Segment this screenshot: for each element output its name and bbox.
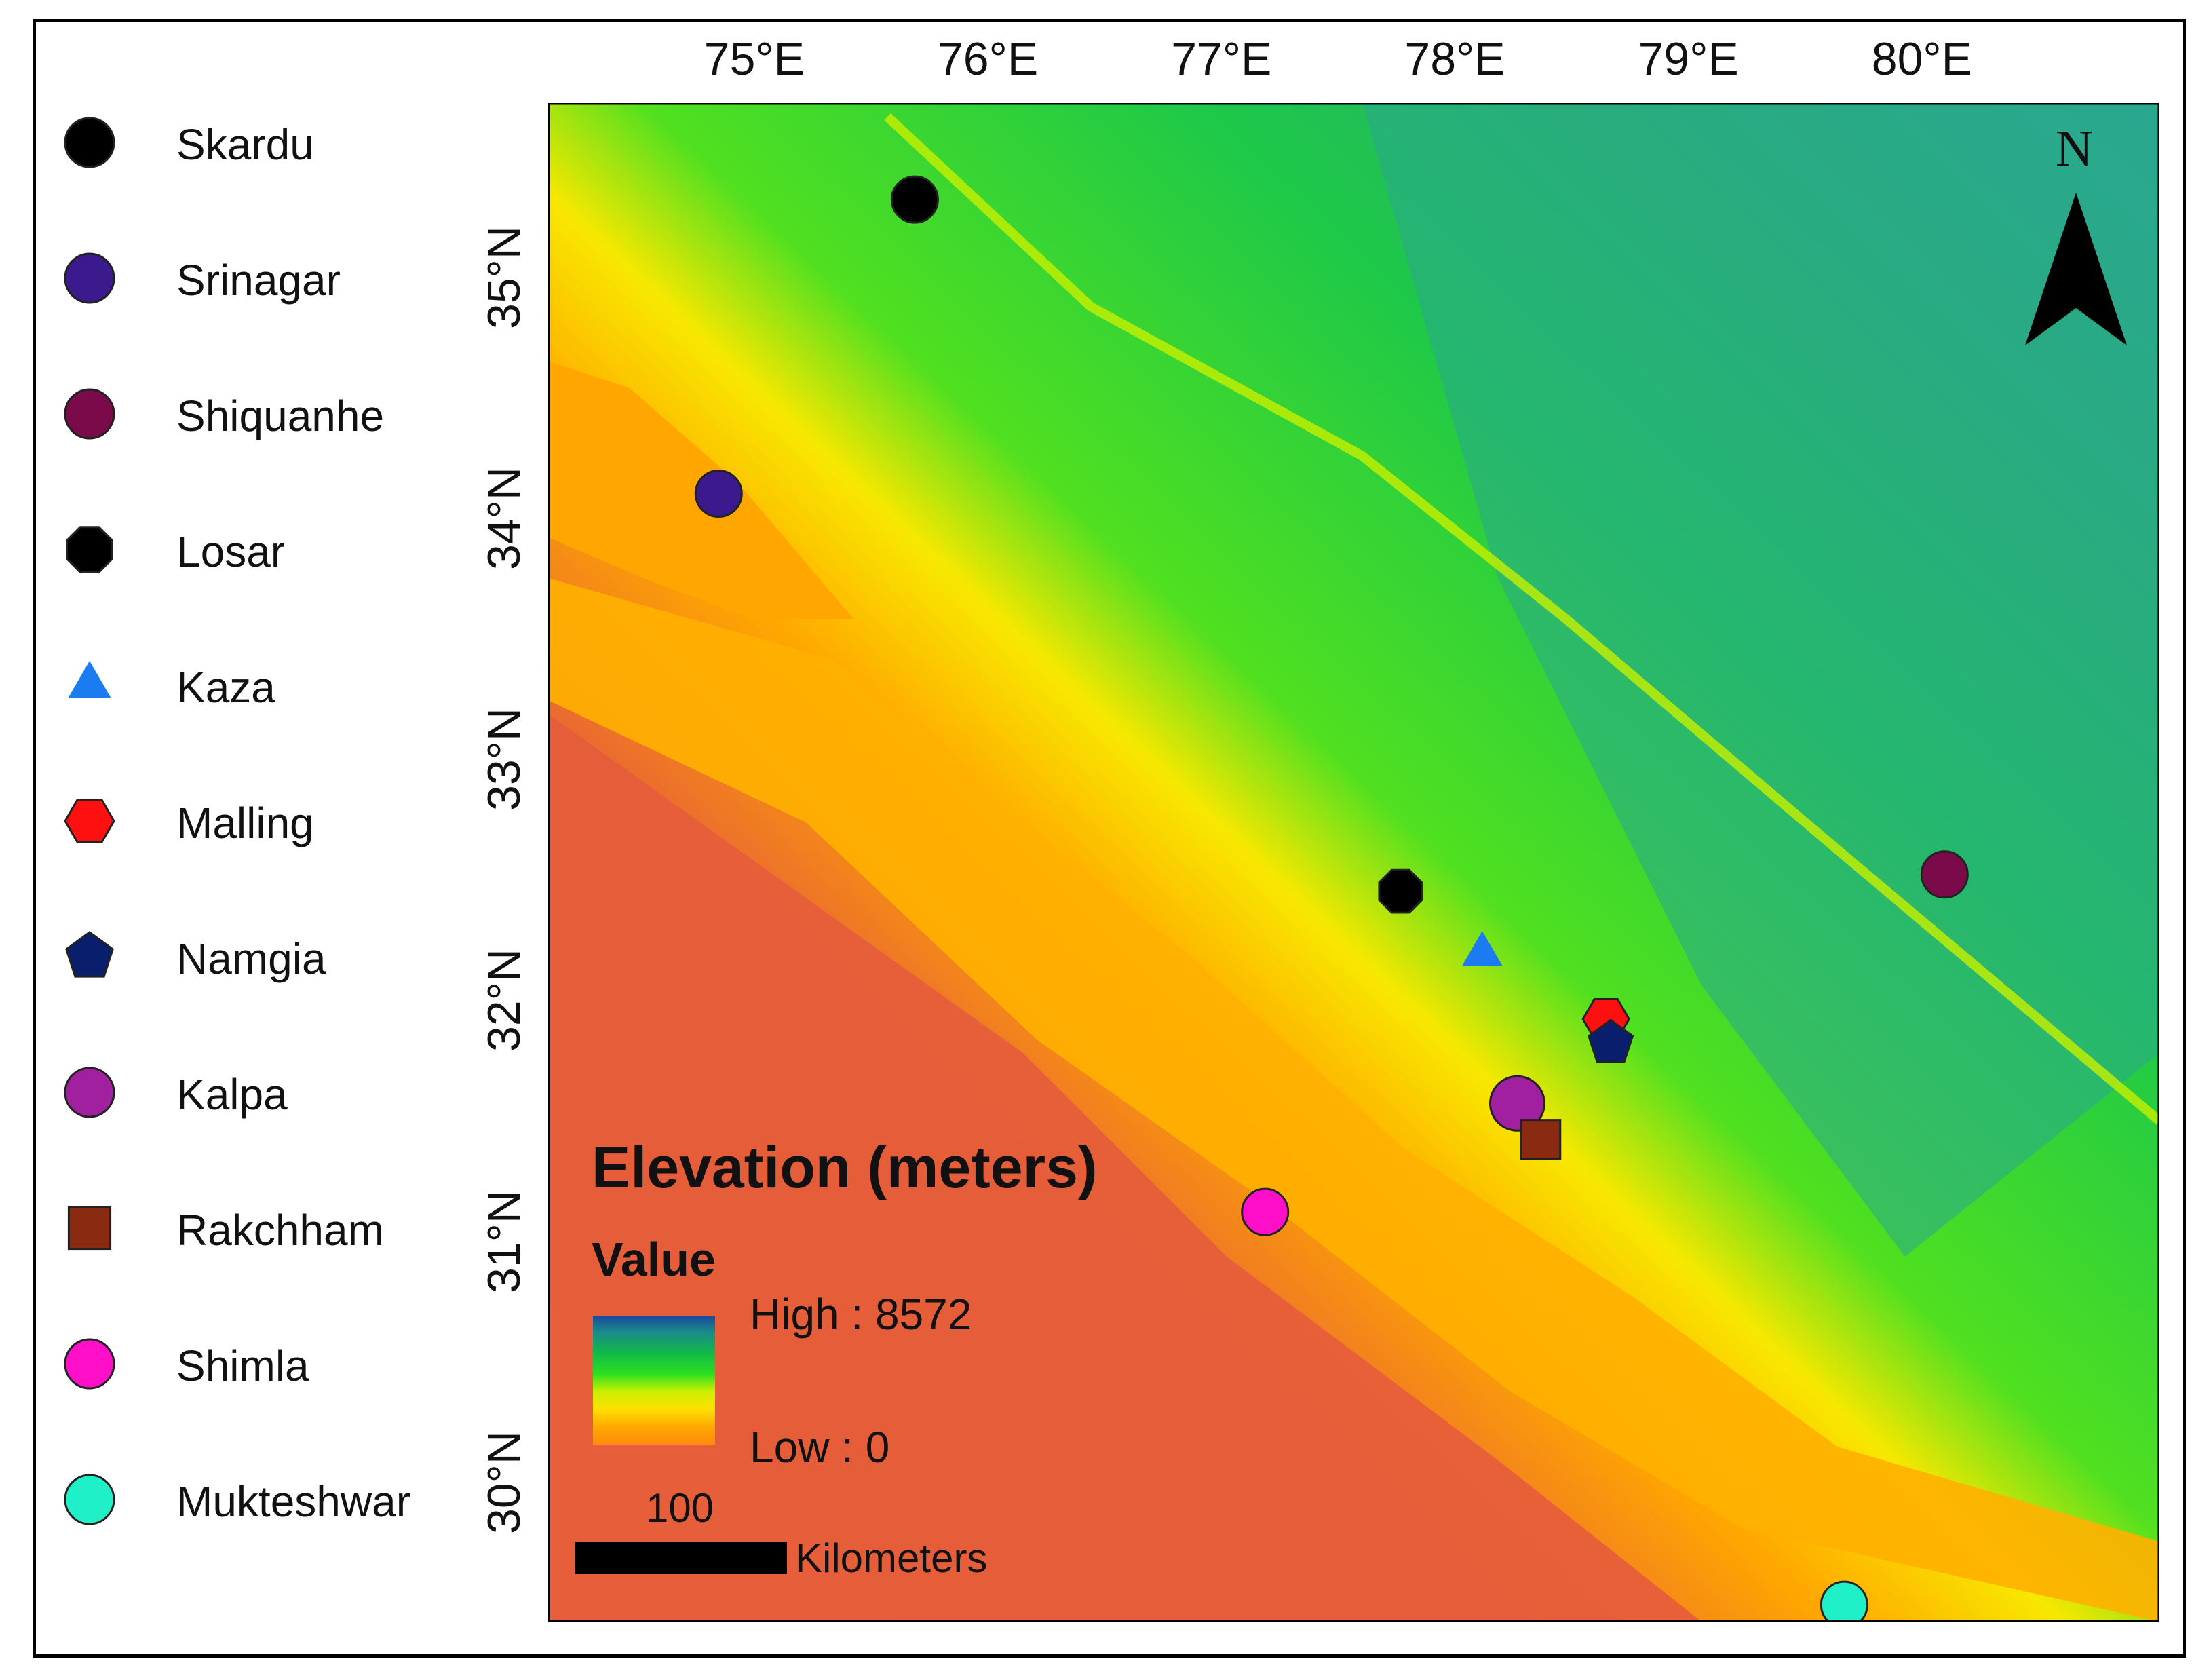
- elevation-legend-title: Elevation (meters): [592, 1135, 1098, 1200]
- latitude-label: 32°N: [478, 949, 530, 1052]
- elevation-value-label: Value: [592, 1233, 716, 1286]
- longitude-label: 77°E: [1171, 33, 1272, 85]
- scale-bar: [575, 1542, 787, 1574]
- elevation-high-label: High : 8572: [750, 1290, 972, 1339]
- losar-octagon-icon: [66, 526, 113, 573]
- legend-label: Shiquanhe: [176, 392, 385, 440]
- elevation-low-label: Low : 0: [750, 1423, 890, 1472]
- legend-item-shimla: Shimla: [41, 1323, 475, 1405]
- longitude-label: 79°E: [1638, 33, 1739, 85]
- legend-item-namgia: Namgia: [41, 916, 475, 997]
- legend-label: Rakchham: [176, 1206, 384, 1255]
- longitude-label: 78°E: [1404, 33, 1505, 85]
- legend-label: Shimla: [176, 1341, 309, 1390]
- longitude-label: 75°E: [704, 33, 805, 85]
- elevation-color-ramp: [593, 1316, 715, 1445]
- high-plateau: [1362, 103, 2159, 1257]
- legend-item-skardu: Skardu: [41, 102, 475, 183]
- plains-region: [548, 714, 1701, 1622]
- legend-item-shiquanhe: Shiquanhe: [41, 373, 475, 455]
- legend-item-srinagar: Srinagar: [41, 237, 475, 319]
- legend-item-malling: Malling: [41, 780, 475, 862]
- station-marker-rakchham: [1520, 1119, 1562, 1160]
- latitude-label: 33°N: [478, 708, 530, 812]
- legend-label: Namgia: [176, 934, 326, 983]
- river-valley: [884, 113, 2159, 1125]
- malling-hexagon-icon: [64, 799, 115, 843]
- legend-item-kalpa: Kalpa: [41, 1052, 475, 1133]
- longitude-label: 80°E: [1871, 33, 1972, 85]
- legend-item-rakchham: Rakchham: [41, 1187, 475, 1269]
- legend-label: Mukteshwar: [176, 1477, 410, 1526]
- latitude-label: 34°N: [478, 466, 530, 570]
- elevation-map: [548, 103, 2159, 1622]
- station-marker-srinagar: [694, 469, 743, 518]
- shimla-circle-icon: [64, 1338, 115, 1390]
- legend-label: Malling: [176, 799, 314, 847]
- mukteshwar-circle-icon: [64, 1474, 115, 1525]
- station-marker-skardu: [890, 175, 939, 224]
- scale-bar-value: 100: [646, 1485, 714, 1531]
- station-marker-losar: [1378, 868, 1423, 914]
- legend-item-kaza: Kaza: [41, 645, 475, 726]
- skardu-circle-icon: [64, 117, 115, 168]
- north-arrow-icon: [2025, 193, 2127, 345]
- station-marker-kalpa: [1488, 1075, 1545, 1132]
- station-marker-namgia: [1588, 1018, 1634, 1063]
- north-label: N: [2056, 120, 2093, 177]
- legend-item-mukteshwar: Mukteshwar: [41, 1459, 475, 1540]
- shiquanhe-circle-icon: [64, 388, 115, 440]
- legend-label: Srinagar: [176, 256, 341, 305]
- legend-label: Kaza: [176, 663, 275, 712]
- station-marker-kaza: [1462, 931, 1503, 966]
- longitude-label: 76°E: [937, 33, 1039, 85]
- legend-item-losar: Losar: [41, 509, 475, 590]
- latitude-label: 31°N: [478, 1189, 530, 1293]
- foothill-band: [548, 578, 2159, 1622]
- kalpa-circle-icon: [64, 1067, 115, 1118]
- station-legend: Skardu Srinagar Shiquanhe Losar Kaza Malling N…: [41, 102, 461, 1662]
- namgia-pentagon-icon: [65, 931, 114, 978]
- rakchham-square-icon: [67, 1206, 112, 1251]
- srinagar-circle-icon: [64, 252, 115, 304]
- station-marker-shimla: [1241, 1187, 1290, 1236]
- kaza-triangle-icon: [68, 661, 111, 698]
- station-marker-shiquanhe: [1920, 850, 1969, 899]
- legend-label: Kalpa: [176, 1070, 288, 1119]
- scale-bar-unit: Kilometers: [795, 1535, 988, 1581]
- latitude-label: 35°N: [478, 225, 530, 329]
- latitude-label: 30°N: [478, 1430, 530, 1534]
- legend-label: Skardu: [176, 120, 314, 169]
- station-marker-mukteshwar: [1820, 1580, 1868, 1622]
- legend-label: Losar: [176, 527, 286, 576]
- station-markers: [694, 175, 1969, 1622]
